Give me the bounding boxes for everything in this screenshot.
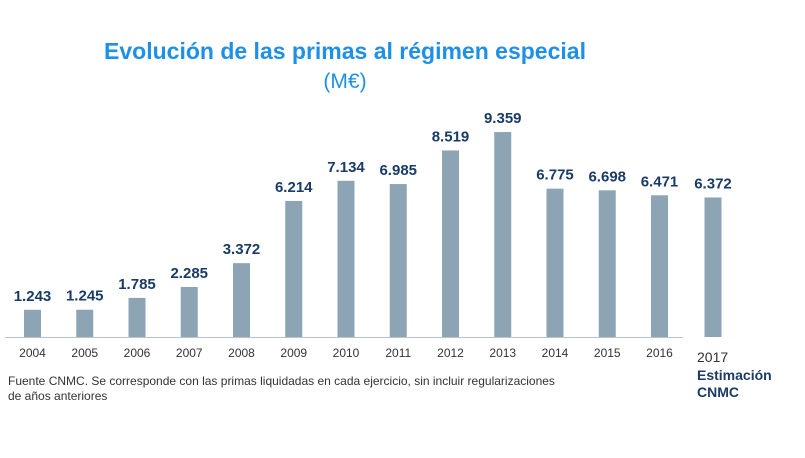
x-tick-label-2008: 2008 [228,346,255,360]
x-tick-label-2010: 2010 [333,346,360,360]
bar-2008 [233,263,250,337]
value-label-2012: 8.519 [432,128,470,145]
bar-2017 [704,197,722,337]
value-label-2010: 7.134 [327,159,365,176]
value-label-2017: 6.372 [694,175,732,192]
footnote-line-2: de años anteriores [8,389,108,403]
x-tick-label-2004: 2004 [19,346,46,360]
value-label-2011: 6.985 [379,162,417,179]
value-label-2014: 6.775 [536,167,574,184]
bar-2009 [285,200,303,337]
value-label-2015: 6.698 [588,168,626,185]
value-label-2004: 1.243 [14,288,52,305]
bar-2010 [337,180,355,337]
x-tick-label-2015: 2015 [594,346,621,360]
value-label-2006: 1.785 [118,276,156,293]
bar-2012 [442,150,459,337]
bar-2015 [598,190,616,337]
bar-2004 [24,309,41,337]
x-tick-label-2016: 2016 [646,346,673,360]
value-label-2009: 6.214 [275,179,313,196]
bar-2005 [76,309,94,337]
x-tick-label-2006: 2006 [124,346,151,360]
x-tick-label-2013: 2013 [489,346,516,360]
estimate-source-label: Estimación CNMC [697,367,797,401]
estimate-year-label: 2017 [697,349,729,365]
bar-2006 [128,297,146,337]
estimate-label-line-2: CNMC [697,384,739,400]
x-tick-label-2014: 2014 [542,346,569,360]
bar-2007 [180,286,198,337]
value-label-2005: 1.245 [66,288,104,305]
bar-2011 [389,184,407,337]
estimate-label-line-1: Estimación [697,367,772,383]
chart-subtitle: (M€) [323,70,367,93]
value-label-2016: 6.471 [641,173,679,190]
x-tick-label-2009: 2009 [280,346,307,360]
x-tick-label-2012: 2012 [437,346,464,360]
value-label-2008: 3.372 [223,241,261,258]
chart-title: Evolución de las primas al régimen espec… [104,38,586,64]
bar-2013 [494,132,512,337]
bar-2016 [651,195,668,337]
bar-2014 [546,188,564,337]
x-tick-label-2005: 2005 [71,346,98,360]
footnote-line-1: Fuente CNMC. Se corresponde con las prim… [8,374,555,388]
value-label-2013: 9.359 [484,110,522,127]
x-tick-label-2007: 2007 [176,346,203,360]
value-label-2007: 2.285 [170,265,208,282]
source-footnote: Fuente CNMC. Se corresponde con las prim… [8,374,648,404]
x-tick-label-2011: 2011 [385,346,411,360]
